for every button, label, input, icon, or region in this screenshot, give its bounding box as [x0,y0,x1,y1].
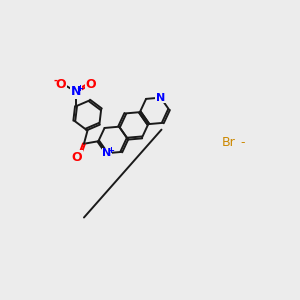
Text: O: O [86,78,96,91]
Text: -: - [54,76,58,85]
Text: O: O [71,151,82,164]
Text: -: - [240,136,244,149]
Text: O: O [56,78,66,91]
Text: +: + [76,84,83,93]
Text: N: N [156,93,165,103]
Text: +: + [107,146,114,154]
Text: N: N [71,85,81,98]
Text: N: N [102,148,111,158]
Text: Br: Br [222,136,235,149]
